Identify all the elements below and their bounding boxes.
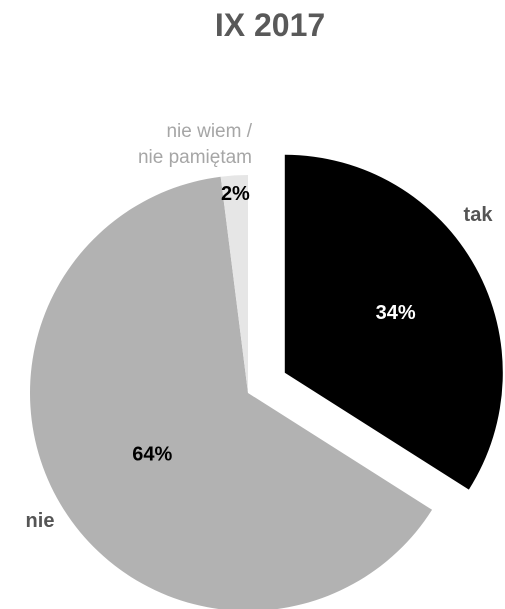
category-label-nie-wiem-line1: nie wiem / <box>166 121 252 142</box>
category-label-nie: nie <box>26 510 55 532</box>
slice-nie <box>30 176 433 609</box>
slice-tak <box>284 154 503 490</box>
slice-nie-wiem <box>220 175 248 393</box>
chart-title: IX 2017 <box>215 7 325 43</box>
category-label-nie-wiem-line2: nie pamiętam <box>138 147 252 168</box>
category-label-tak: tak <box>464 204 494 226</box>
data-label-tak: 34% <box>376 302 416 324</box>
data-label-nie: 64% <box>132 444 172 466</box>
data-label-nie-wiem: 2% <box>221 183 250 205</box>
